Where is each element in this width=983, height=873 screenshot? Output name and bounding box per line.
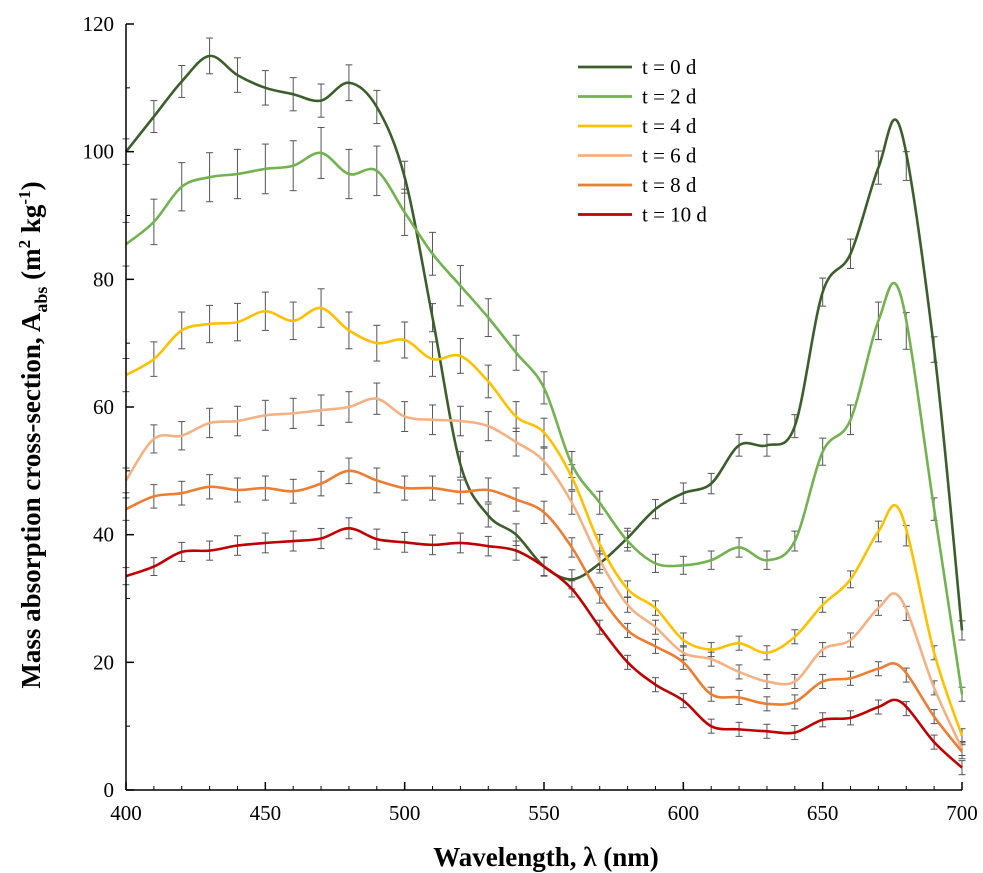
series-line-4 (124, 397, 964, 750)
legend-entry: t = 2 d (578, 85, 697, 109)
series-lines (124, 54, 964, 769)
y-axis-title: Mass absorption cross-section, Aabs (m2 … (15, 181, 51, 688)
y-title-unit-sup1: 2 (15, 240, 34, 249)
y-tick-label: 0 (104, 778, 115, 802)
x-tick-label: 600 (668, 801, 700, 825)
legend-entry: t = 10 d (578, 203, 707, 227)
y-title-unit-sup2: -1 (15, 190, 34, 204)
legend-entry: t = 8 d (578, 173, 697, 197)
legend: t = 0 d t = 2 d t = 4 d t = 6 d t = 8 d t = 1… (578, 55, 707, 227)
x-tick-label: 550 (528, 801, 560, 825)
legend-label: t = 2 d (642, 85, 697, 109)
x-axis-ticks: 400 450 500 550 600 650 700 (110, 782, 978, 825)
axes: 400 450 500 550 600 650 700 0 20 40 60 80 100 120 (83, 12, 978, 825)
y-tick-label: 80 (93, 267, 114, 291)
series-line-1 (124, 54, 964, 631)
y-tick-label: 40 (93, 523, 114, 547)
y-tick-label: 120 (83, 12, 115, 36)
legend-label: t = 6 d (642, 144, 697, 168)
x-tick-label: 700 (946, 801, 978, 825)
legend-label: t = 10 d (642, 203, 707, 227)
y-axis-ticks: 0 20 40 60 80 100 120 (83, 12, 134, 802)
y-tick-label: 20 (93, 650, 114, 674)
y-title-main: Mass absorption cross-section, A (16, 312, 46, 689)
legend-entry: t = 0 d (578, 55, 697, 79)
x-tick-label: 500 (389, 801, 421, 825)
y-title-unit-close: ) (16, 181, 46, 190)
error-bars (122, 37, 966, 776)
y-title-unit-mid: kg (16, 204, 46, 240)
x-tick-label: 650 (807, 801, 839, 825)
x-tick-label: 450 (250, 801, 282, 825)
y-tick-label: 60 (93, 395, 114, 419)
y-tick-label: 100 (83, 140, 115, 164)
series-line-5 (125, 469, 964, 753)
series-line-2 (125, 151, 964, 695)
y-title-unit-open: (m (16, 248, 46, 287)
legend-label: t = 8 d (642, 173, 697, 197)
x-axis-title: Wavelength, λ (nm) (433, 842, 659, 872)
series-line-6 (125, 526, 963, 769)
legend-entry: t = 4 d (578, 114, 697, 138)
series-line-3 (125, 306, 964, 737)
legend-label: t = 4 d (642, 114, 697, 138)
x-tick-label: 400 (110, 801, 142, 825)
legend-label: t = 0 d (642, 55, 697, 79)
legend-entry: t = 6 d (578, 144, 697, 168)
y-title-sub: abs (31, 287, 51, 313)
